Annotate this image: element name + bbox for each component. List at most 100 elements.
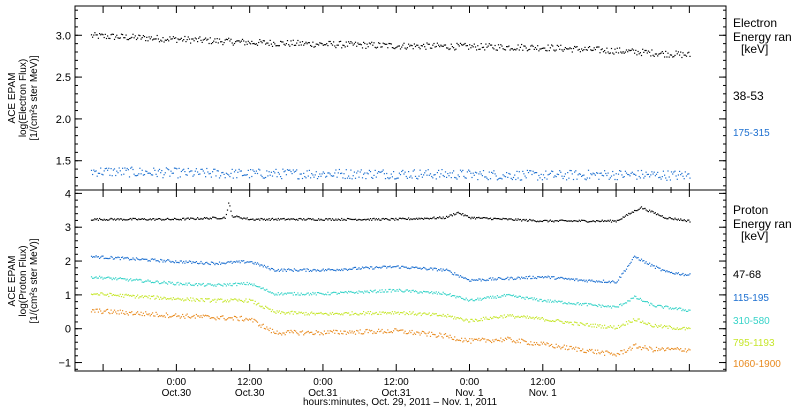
electron-point <box>670 171 673 173</box>
proton-point <box>108 276 110 278</box>
electron-point <box>489 178 492 180</box>
electron-point <box>643 177 645 179</box>
proton-point <box>423 312 425 314</box>
proton-point <box>330 269 332 271</box>
proton-point <box>226 209 229 211</box>
proton-point <box>296 218 298 220</box>
proton-point <box>97 277 99 279</box>
electron-point <box>394 178 396 180</box>
proton-point <box>582 348 584 350</box>
proton-point <box>515 218 517 220</box>
proton-point <box>438 315 440 317</box>
electron-point <box>562 50 564 52</box>
electron-point <box>591 174 593 176</box>
proton-point <box>206 261 208 263</box>
electron-point <box>123 37 125 39</box>
proton-point <box>414 333 417 335</box>
proton-point <box>251 218 253 220</box>
electron-point <box>444 171 447 173</box>
proton-point <box>105 309 108 311</box>
proton-point <box>389 288 391 290</box>
proton-point <box>276 330 278 332</box>
proton-point <box>128 218 131 220</box>
proton-point <box>568 348 570 350</box>
proton-point <box>391 311 393 313</box>
proton-point <box>165 260 167 262</box>
electron-point <box>307 42 309 44</box>
proton-point <box>336 268 338 270</box>
electron-point <box>571 173 573 175</box>
proton-point <box>423 218 425 220</box>
electron-point <box>647 173 649 175</box>
proton-point <box>670 327 673 329</box>
proton-point <box>524 316 526 318</box>
proton-point <box>499 316 501 318</box>
proton-point <box>359 219 361 221</box>
proton-point <box>188 260 191 262</box>
proton-point <box>169 219 171 221</box>
proton-point <box>364 314 366 316</box>
proton-point <box>523 315 525 317</box>
proton-point <box>555 220 557 222</box>
electron-point <box>593 47 595 49</box>
proton-point <box>280 218 282 220</box>
proton-point <box>404 290 406 292</box>
proton-point <box>342 269 344 272</box>
proton-point <box>496 218 498 220</box>
proton-point <box>319 292 321 294</box>
proton-point <box>444 293 447 295</box>
proton-point <box>187 217 189 219</box>
proton-point <box>145 295 147 297</box>
proton-point <box>375 266 377 268</box>
proton-point <box>381 218 383 220</box>
proton-point <box>576 302 578 304</box>
proton-point <box>468 279 470 281</box>
proton-point <box>586 221 588 223</box>
proton-point <box>379 266 381 268</box>
proton-point <box>199 300 201 302</box>
proton-point <box>350 268 352 270</box>
proton-point <box>401 290 403 292</box>
proton-point <box>366 328 368 331</box>
proton-point <box>480 339 482 341</box>
proton-point <box>402 312 404 314</box>
proton-point <box>145 219 147 221</box>
proton-series-47-68 <box>90 202 691 223</box>
proton-point <box>356 313 358 315</box>
electron-point <box>525 47 527 49</box>
electron-point <box>228 37 230 39</box>
electron-point <box>677 51 679 53</box>
proton-point <box>461 276 463 278</box>
proton-point <box>186 284 188 286</box>
proton-point <box>363 292 365 294</box>
electron-point <box>688 51 690 53</box>
proton-point <box>298 294 300 296</box>
electron-point <box>348 175 350 177</box>
proton-point <box>614 306 616 308</box>
proton-point <box>421 267 423 270</box>
proton-legend-115-195: 115-195 <box>733 293 769 304</box>
electron-point <box>630 49 632 51</box>
proton-point <box>474 299 477 301</box>
proton-point <box>108 312 110 314</box>
electron-point <box>310 44 312 47</box>
proton-point <box>624 270 626 272</box>
proton-point <box>481 298 483 300</box>
proton-point <box>164 282 166 284</box>
electron-point <box>213 168 215 170</box>
proton-point <box>632 256 635 258</box>
proton-point <box>403 291 405 293</box>
electron-point <box>536 48 538 50</box>
proton-point <box>574 321 576 323</box>
proton-point <box>259 324 261 326</box>
electron-point <box>184 35 186 38</box>
electron-panel-frame <box>74 5 727 191</box>
proton-point <box>443 315 445 317</box>
electron-point <box>269 39 271 41</box>
electron-point <box>428 43 430 45</box>
proton-point <box>598 303 600 306</box>
proton-point <box>173 298 176 300</box>
proton-point <box>612 327 614 329</box>
electron-point <box>554 50 556 52</box>
electron-point <box>680 174 682 176</box>
